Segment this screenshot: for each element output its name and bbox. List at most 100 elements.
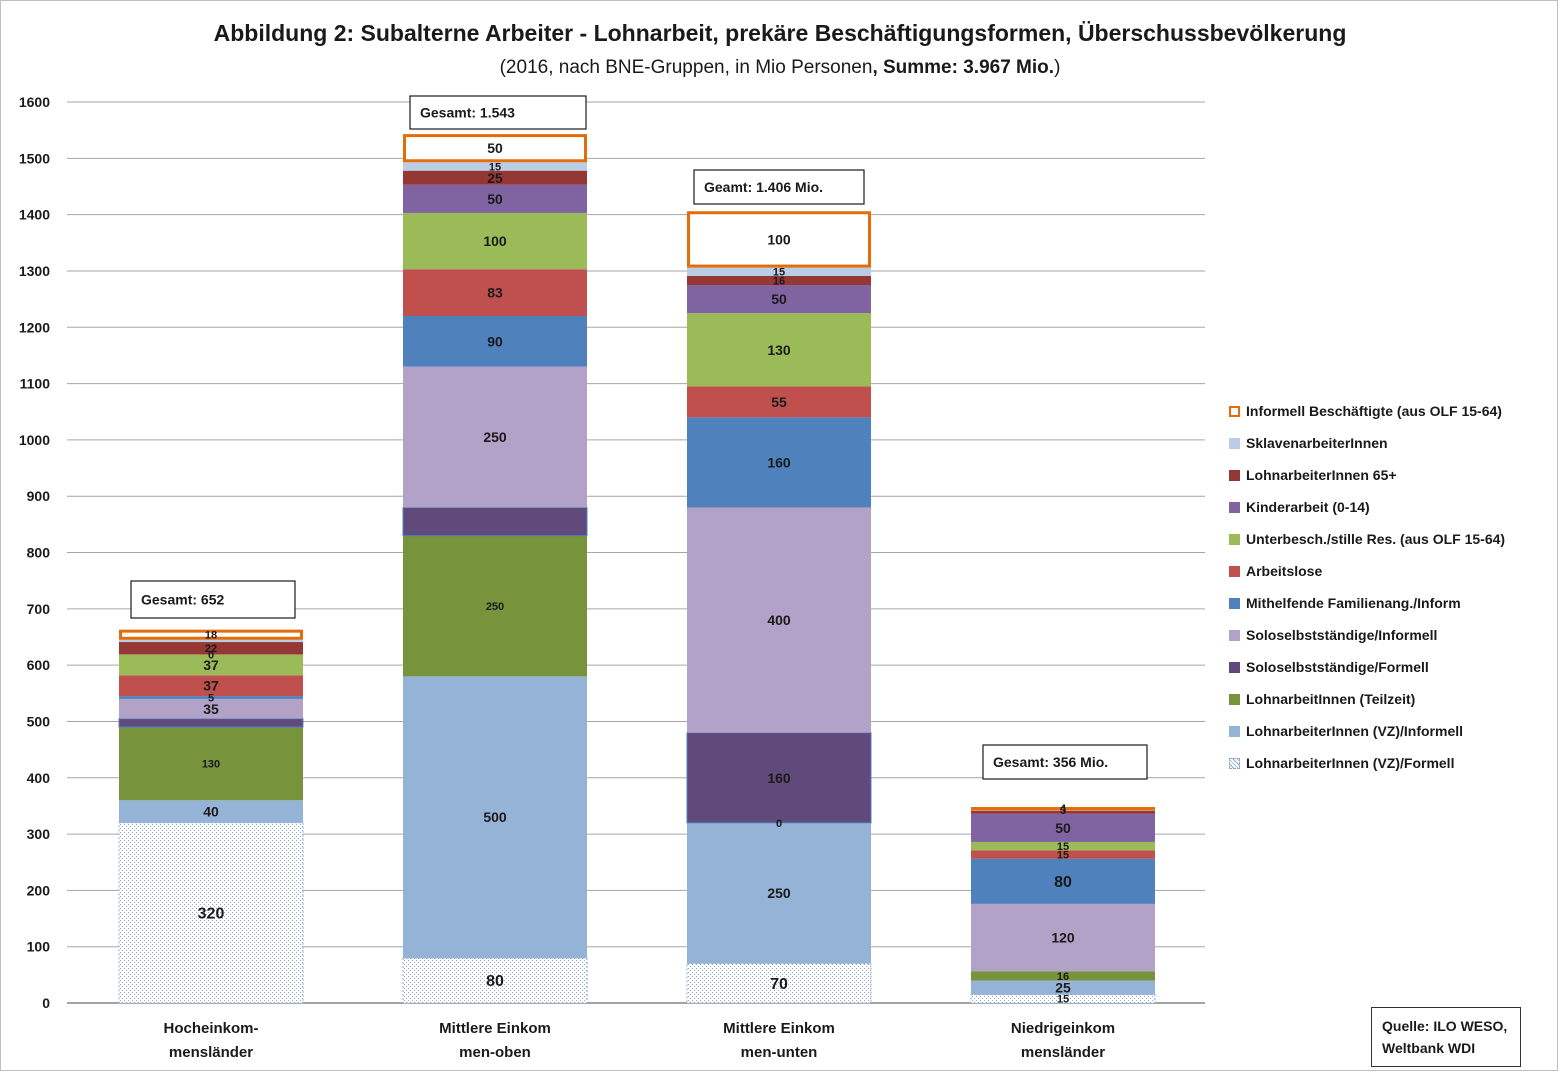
legend-label: Kinderarbeit (0-14): [1246, 499, 1370, 515]
data-label: 70: [770, 976, 788, 993]
bar-segment: [687, 276, 871, 286]
data-label: 5: [208, 692, 214, 704]
legend-label: Unterbesch./stille Res. (aus OLF 15-64): [1246, 531, 1506, 547]
legend-swatch: [1229, 661, 1240, 673]
y-tick-label: 1000: [19, 432, 50, 448]
bar-segment: [971, 971, 1155, 981]
bar-segment: [971, 903, 1155, 972]
bar-segment: [687, 313, 871, 387]
bar-segment: [403, 212, 587, 270]
data-label: 80: [486, 973, 504, 990]
total-box: [409, 95, 587, 130]
legend-item: LohnarbeiterInnen 65+: [1229, 459, 1560, 491]
data-label: 250: [483, 429, 507, 445]
legend-swatch: [1229, 565, 1240, 577]
bar-segment: [403, 170, 587, 185]
legend-swatch: [1229, 533, 1240, 545]
data-label: 0: [776, 818, 782, 830]
y-tick-label: 1400: [19, 207, 50, 223]
legend-swatch: [1229, 405, 1240, 417]
legend-swatch: [1229, 757, 1240, 769]
legend-item: Kinderarbeit (0-14): [1229, 491, 1560, 523]
source-line-2: Weltbank WDI: [1382, 1040, 1476, 1056]
data-label: 160: [767, 454, 791, 470]
bar-segment: [119, 696, 303, 699]
legend-label: Informell Beschäftigte (aus OLF 15-64): [1246, 403, 1502, 419]
data-label: 3: [1060, 805, 1066, 817]
y-tick-label: 1500: [19, 150, 50, 166]
bar-segment: [403, 315, 587, 367]
bar-segment: [402, 506, 588, 537]
x-axis-categories: Hocheinkom-mensländer Mittlere Einkom men-…: [163, 1020, 1115, 1061]
bar-segment: [686, 732, 872, 824]
legend-item: SklavenarbeiterInnen: [1229, 427, 1560, 459]
bars: [118, 134, 1156, 1004]
data-label: 40: [203, 804, 219, 820]
total-label: Gesamt: 1.543: [420, 105, 515, 121]
bar-segment: [403, 269, 587, 316]
bar-segment: [971, 850, 1155, 859]
bar-segment: [687, 211, 871, 268]
data-label: 250: [767, 885, 791, 901]
y-tick-label: 700: [27, 601, 51, 617]
data-label: 15: [1057, 994, 1069, 1006]
data-label: 83: [487, 285, 503, 301]
y-tick-label: 200: [27, 882, 51, 898]
total-boxes: Gesamt: 652 Gesamt: 1.543 Geamt: 1.406 Mio…: [130, 95, 1148, 780]
x-category-label: men-oben: [459, 1044, 531, 1061]
data-label: 15: [489, 161, 501, 173]
legend-swatch: [1229, 501, 1240, 513]
bar-segment: [118, 822, 304, 1004]
data-label: 320: [198, 906, 225, 923]
legend-swatch: [1229, 725, 1240, 737]
data-label: 100: [767, 231, 791, 247]
subtitle-text: (2016, nach BNE-Gruppen, in Mio Personen: [499, 57, 873, 78]
bar-segment: [403, 366, 587, 508]
data-label: 130: [202, 759, 220, 771]
data-label: 18: [205, 630, 217, 642]
data-label: 4: [1060, 803, 1067, 815]
legend-item: LohnarbeiterInnen (VZ)/Formell: [1229, 747, 1560, 779]
y-axis: 0 100 200 300 400 500 600 700 800 900 1000 1100 1200…: [19, 94, 50, 1011]
y-tick-label: 1100: [20, 376, 51, 392]
legend-label: Soloselbstständige/Formell: [1246, 659, 1429, 675]
data-label: 25: [1055, 980, 1071, 996]
legend-item: Soloselbstständige/Informell: [1229, 619, 1560, 651]
y-tick-label: 500: [27, 713, 51, 729]
bar-segment: [971, 858, 1155, 904]
data-labels: 3204013035537370221880500250250908310050…: [198, 140, 1075, 1006]
data-label: 35: [203, 701, 219, 717]
bar-segment: [971, 810, 1155, 814]
bar-segment: [119, 639, 303, 643]
bar-segment: [119, 800, 303, 823]
y-tick-label: 800: [27, 545, 51, 561]
x-category-label: Niedrigeinkom: [1011, 1020, 1115, 1037]
legend-item: Mithelfende Familienang./Inform: [1229, 587, 1560, 619]
legend-item: LohnarbeitInnen (Teilzeit): [1229, 683, 1560, 715]
data-label: 130: [767, 342, 791, 358]
bar-segment: [687, 822, 871, 964]
total-label: Gesamt: 356 Mio.: [993, 754, 1108, 770]
data-label: 16: [1057, 971, 1069, 983]
y-tick-label: 100: [27, 939, 51, 955]
legend-item: LohnarbeiterInnen (VZ)/Informell: [1229, 715, 1560, 747]
data-label: 90: [487, 333, 503, 349]
data-label: 500: [483, 809, 507, 825]
bar-segment: [403, 162, 587, 171]
data-label: 80: [1054, 874, 1072, 891]
legend: Informell Beschäftigte (aus OLF 15-64) Sk…: [1229, 395, 1560, 779]
legend-label: Arbeitslose: [1246, 563, 1323, 579]
data-label: 0: [208, 649, 214, 661]
legend-item: Soloselbstständige/Formell: [1229, 651, 1560, 683]
legend-swatch: [1229, 597, 1240, 609]
data-label: 15: [1057, 841, 1069, 853]
bar-segment: [971, 813, 1155, 842]
bar-segment: [119, 698, 303, 719]
data-label: 50: [487, 191, 503, 207]
x-category-label: Hocheinkom-: [163, 1020, 258, 1037]
legend-item: Arbeitslose: [1229, 555, 1560, 587]
data-label: 50: [771, 291, 787, 307]
x-category-label: Mittlere Einkom: [723, 1020, 835, 1037]
x-category-label: mensländer: [1021, 1044, 1105, 1061]
